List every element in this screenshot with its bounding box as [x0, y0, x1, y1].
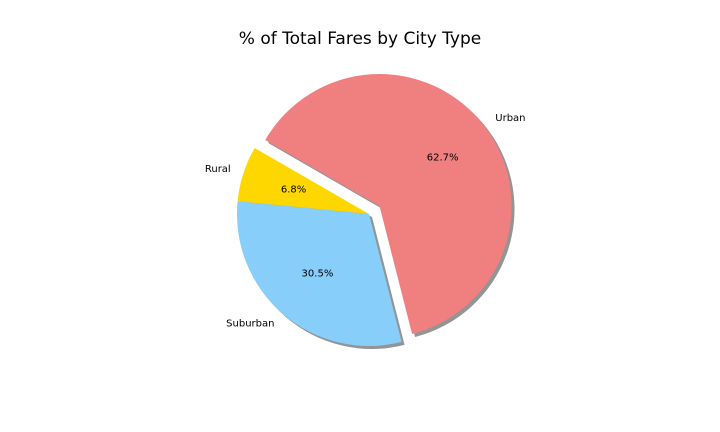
slice-label-rural: Rural	[205, 164, 231, 175]
slice-rural	[237, 148, 369, 214]
slice-urban	[265, 74, 512, 334]
slice-label-suburban: Suburban	[226, 319, 274, 330]
slice-suburban	[236, 201, 402, 347]
slice-pct-suburban: 30.5%	[302, 269, 334, 280]
slice-pct-urban: 62.7%	[427, 153, 459, 164]
slice-pct-rural: 6.8%	[281, 184, 306, 195]
pie-labels: Rural 6.8% Suburban 30.5% Urban 62.7%	[205, 113, 526, 330]
chart-title: % of Total Fares by City Type	[238, 29, 482, 49]
pie-slices	[236, 74, 512, 347]
slice-label-urban: Urban	[495, 113, 525, 124]
